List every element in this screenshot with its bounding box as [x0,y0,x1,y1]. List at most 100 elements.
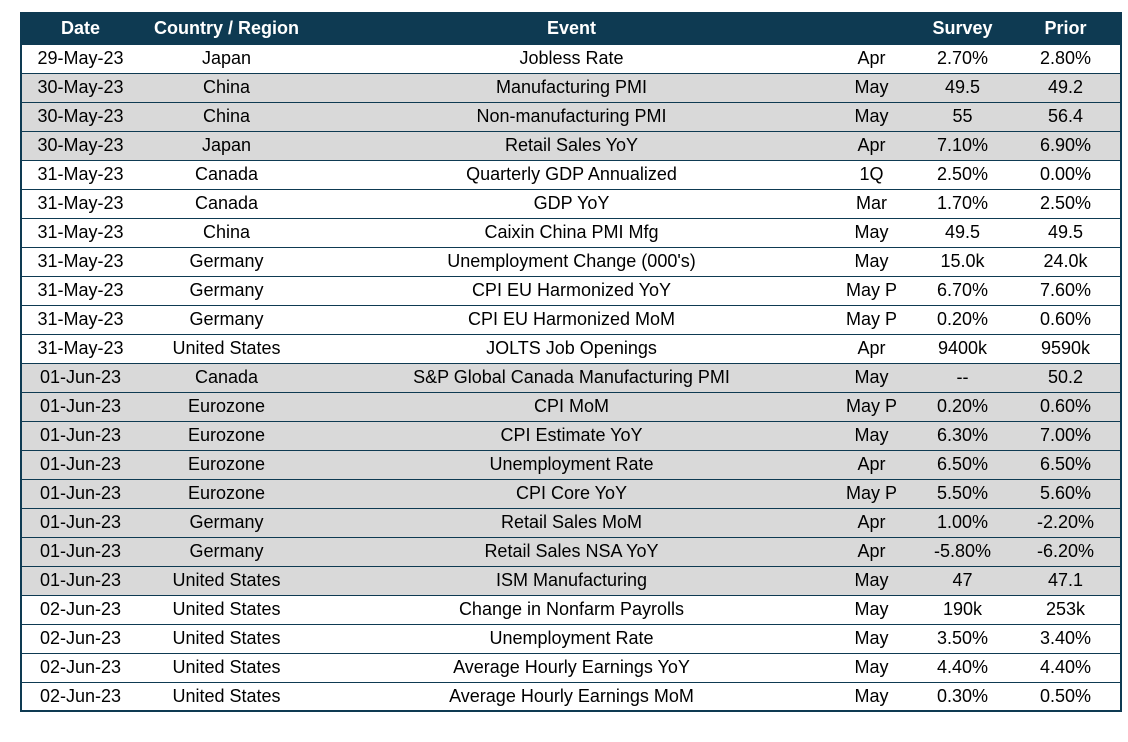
cell-country: United States [139,565,314,595]
cell-prior: 6.50% [1011,449,1121,479]
cell-country: Germany [139,507,314,537]
column-header-survey: Survey [914,13,1011,44]
cell-date: 01-Jun-23 [21,565,139,595]
table-row: 31-May-23 United States JOLTS Job Openin… [21,333,1121,363]
cell-prior: 56.4 [1011,101,1121,131]
cell-country: Japan [139,43,314,73]
cell-date: 02-Jun-23 [21,594,139,624]
table-row: 02-Jun-23 United States Change in Nonfar… [21,594,1121,624]
table-row: 01-Jun-23 Canada S&P Global Canada Manuf… [21,362,1121,392]
cell-survey: 1.70% [914,188,1011,218]
cell-country: Germany [139,246,314,276]
cell-date: 01-Jun-23 [21,478,139,508]
table-row: 31-May-23 Germany CPI EU Harmonized MoM … [21,304,1121,334]
cell-date: 31-May-23 [21,217,139,247]
cell-period: Mar [829,188,914,218]
cell-prior: 2.80% [1011,43,1121,73]
cell-country: Germany [139,304,314,334]
cell-event: CPI MoM [314,391,829,421]
cell-period: May [829,362,914,392]
header-row: Date Country / Region Event Survey Prior [21,13,1121,44]
cell-date: 31-May-23 [21,275,139,305]
cell-prior: 9590k [1011,333,1121,363]
cell-country: China [139,217,314,247]
table-row: 02-Jun-23 United States Unemployment Rat… [21,623,1121,653]
economic-calendar-table: Date Country / Region Event Survey Prior… [20,12,1122,712]
cell-prior: 47.1 [1011,565,1121,595]
cell-date: 01-Jun-23 [21,420,139,450]
cell-survey: 5.50% [914,478,1011,508]
cell-event: GDP YoY [314,188,829,218]
table-row: 31-May-23 Canada GDP YoY Mar 1.70% 2.50% [21,188,1121,218]
cell-country: Eurozone [139,420,314,450]
cell-date: 30-May-23 [21,101,139,131]
cell-period: Apr [829,449,914,479]
cell-event: CPI EU Harmonized MoM [314,304,829,334]
cell-country: United States [139,652,314,682]
table-row: 31-May-23 Germany CPI EU Harmonized YoY … [21,275,1121,305]
cell-country: United States [139,623,314,653]
cell-event: Unemployment Rate [314,623,829,653]
cell-period: May [829,565,914,595]
column-header-date: Date [21,13,139,44]
cell-period: Apr [829,536,914,566]
cell-prior: 7.60% [1011,275,1121,305]
cell-event: ISM Manufacturing [314,565,829,595]
table-row: 01-Jun-23 Eurozone Unemployment Rate Apr… [21,449,1121,479]
cell-period: May [829,217,914,247]
cell-country: China [139,72,314,102]
table-row: 29-May-23 Japan Jobless Rate Apr 2.70% 2… [21,43,1121,73]
cell-date: 31-May-23 [21,188,139,218]
cell-prior: 49.2 [1011,72,1121,102]
cell-event: Retail Sales MoM [314,507,829,537]
cell-period: May [829,72,914,102]
cell-date: 01-Jun-23 [21,362,139,392]
cell-date: 02-Jun-23 [21,652,139,682]
table-row: 31-May-23 Canada Quarterly GDP Annualize… [21,159,1121,189]
table-row: 01-Jun-23 Eurozone CPI Core YoY May P 5.… [21,478,1121,508]
cell-survey: 0.30% [914,681,1011,711]
cell-prior: 7.00% [1011,420,1121,450]
cell-event: Average Hourly Earnings MoM [314,681,829,711]
cell-date: 01-Jun-23 [21,449,139,479]
table-row: 31-May-23 China Caixin China PMI Mfg May… [21,217,1121,247]
cell-event: Non-manufacturing PMI [314,101,829,131]
cell-event: Retail Sales NSA YoY [314,536,829,566]
cell-survey: 0.20% [914,391,1011,421]
cell-survey: 3.50% [914,623,1011,653]
cell-date: 31-May-23 [21,304,139,334]
cell-date: 01-Jun-23 [21,391,139,421]
cell-survey: -- [914,362,1011,392]
table-row: 30-May-23 Japan Retail Sales YoY Apr 7.1… [21,130,1121,160]
cell-event: Retail Sales YoY [314,130,829,160]
cell-survey: 6.70% [914,275,1011,305]
cell-period: Apr [829,333,914,363]
table-row: 01-Jun-23 Eurozone CPI MoM May P 0.20% 0… [21,391,1121,421]
column-header-country: Country / Region [139,13,314,44]
cell-prior: 4.40% [1011,652,1121,682]
cell-survey: 9400k [914,333,1011,363]
cell-prior: 2.50% [1011,188,1121,218]
cell-country: China [139,101,314,131]
cell-country: Canada [139,188,314,218]
cell-prior: 6.90% [1011,130,1121,160]
cell-prior: 50.2 [1011,362,1121,392]
cell-prior: 5.60% [1011,478,1121,508]
cell-date: 01-Jun-23 [21,507,139,537]
table-header: Date Country / Region Event Survey Prior [21,13,1121,44]
cell-country: United States [139,594,314,624]
column-header-event: Event [314,13,829,44]
cell-date: 31-May-23 [21,333,139,363]
cell-period: Apr [829,130,914,160]
cell-event: Manufacturing PMI [314,72,829,102]
cell-country: Germany [139,536,314,566]
cell-survey: 15.0k [914,246,1011,276]
table-row: 02-Jun-23 United States Average Hourly E… [21,652,1121,682]
cell-event: Quarterly GDP Annualized [314,159,829,189]
cell-date: 02-Jun-23 [21,681,139,711]
cell-period: May [829,681,914,711]
cell-period: Apr [829,507,914,537]
table-row: 30-May-23 China Non-manufacturing PMI Ma… [21,101,1121,131]
table-row: 01-Jun-23 Germany Retail Sales MoM Apr 1… [21,507,1121,537]
cell-date: 31-May-23 [21,246,139,276]
